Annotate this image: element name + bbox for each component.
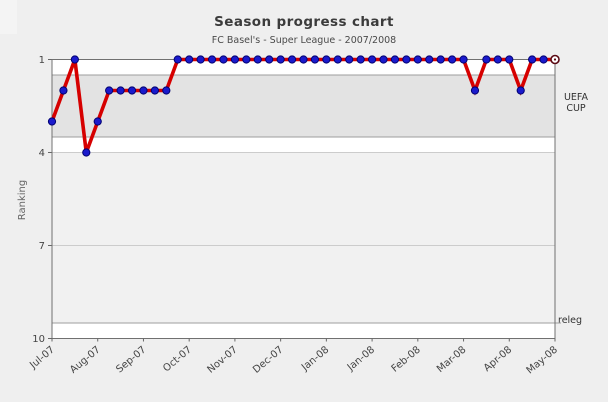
x-tick-label: Sep-07	[114, 344, 148, 375]
chart-point	[230, 55, 240, 64]
y-tick-label: 1	[39, 55, 45, 66]
chart-point	[448, 55, 457, 64]
chart-point	[459, 55, 468, 64]
chart-point	[219, 55, 228, 64]
chart-point	[242, 55, 251, 64]
chart-point	[310, 55, 320, 64]
chart-point	[345, 55, 354, 64]
x-tick-label: Mar-08	[435, 344, 469, 375]
x-tick-label: Dec-07	[251, 344, 285, 375]
chart-point	[505, 55, 514, 64]
x-tick-label: Apr-08	[482, 344, 514, 374]
chart-point	[322, 55, 331, 64]
x-tick-label: Jul-07	[27, 344, 57, 371]
uefa-cup-zone	[52, 75, 555, 137]
chart-point	[436, 55, 445, 64]
chart-subtitle: FC Basel's - Super League - 2007/2008	[211, 35, 397, 46]
chart-point	[150, 86, 159, 95]
chart-point	[276, 55, 285, 64]
chart-point	[207, 55, 217, 64]
chart-point	[253, 55, 262, 64]
y-tick-label: 4	[39, 148, 45, 159]
chart-point	[139, 86, 148, 95]
x-tick-label: Jan-08	[345, 344, 377, 373]
chart-point	[185, 55, 194, 64]
chart-point	[528, 55, 537, 64]
y-tick-label: 10	[32, 334, 45, 345]
chart-point	[287, 55, 297, 64]
chart-point	[539, 55, 548, 64]
chart-point	[482, 55, 491, 64]
x-tick-label: Feb-08	[390, 344, 423, 374]
chart-point	[127, 86, 137, 95]
chart-point	[356, 55, 365, 64]
chart-point	[390, 55, 400, 64]
x-tick-label: Aug-07	[68, 344, 103, 375]
chart-point	[116, 86, 125, 95]
chart-point	[299, 55, 308, 64]
chart-point	[333, 55, 342, 64]
chart-point	[82, 148, 91, 157]
x-tick-label: Jan-08	[299, 344, 331, 373]
chart-point	[470, 86, 480, 95]
relegation-zone-label: releg	[558, 315, 583, 326]
x-tick-label: Nov-07	[206, 344, 240, 375]
chart-point	[379, 55, 388, 64]
chart-point	[425, 55, 434, 64]
chart-point	[516, 86, 525, 95]
chart-point	[402, 55, 411, 64]
chart-point	[105, 86, 114, 95]
chart-point	[265, 55, 274, 64]
uefa-cup-zone-label: UEFA CUP	[563, 92, 589, 114]
mid-table-zone	[52, 152, 555, 323]
x-tick-label: Oct-07	[161, 344, 194, 374]
chart-point	[413, 55, 422, 64]
current-point-center	[553, 58, 557, 61]
x-tick-label: May-08	[525, 344, 560, 376]
page-title: Season progress chart	[214, 14, 394, 30]
corner-artifact	[0, 0, 17, 34]
y-tick-label: 7	[39, 241, 45, 252]
chart-point	[47, 117, 57, 126]
chart-point	[173, 55, 182, 64]
chart-point	[367, 55, 377, 64]
chart-point	[493, 55, 502, 64]
chart-point	[59, 86, 68, 95]
chart-point	[162, 86, 171, 95]
chart-point	[93, 117, 102, 126]
chart-point	[196, 55, 205, 64]
chart-point	[70, 55, 79, 64]
